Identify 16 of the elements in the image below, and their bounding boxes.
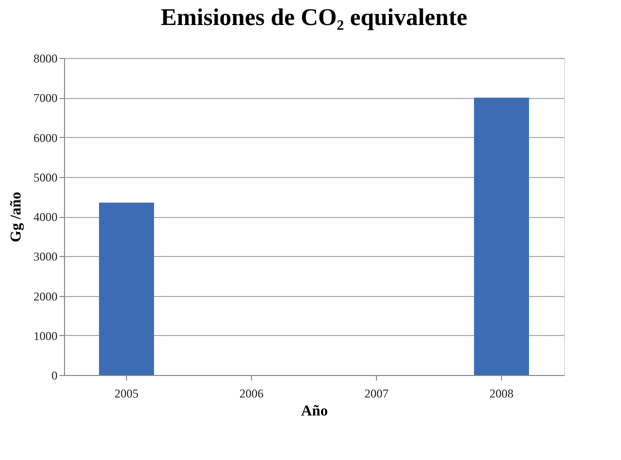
y-tick-label: 0 — [52, 368, 58, 382]
chart-title: Emisiones de CO₂ equivalente — [160, 5, 468, 31]
y-tick-label: 7000 — [34, 91, 58, 106]
x-tick-label: 2005 — [114, 386, 138, 400]
x-tick-label: 2007 — [364, 386, 388, 400]
y-tick-label: 3000 — [34, 250, 58, 264]
y-tick-label: 2000 — [34, 289, 58, 304]
y-tick-label: 1000 — [34, 328, 58, 343]
y-tick-label: 4000 — [34, 210, 58, 224]
y-tick-label: 8000 — [34, 52, 58, 66]
y-axis-title: Gg /año — [8, 192, 24, 242]
x-tick-label: 2006 — [240, 386, 264, 400]
y-tick-label: 5000 — [34, 170, 58, 184]
x-axis-title: Año — [301, 404, 328, 420]
x-tick-label: 2008 — [490, 386, 514, 400]
y-tick-label: 6000 — [34, 130, 58, 145]
